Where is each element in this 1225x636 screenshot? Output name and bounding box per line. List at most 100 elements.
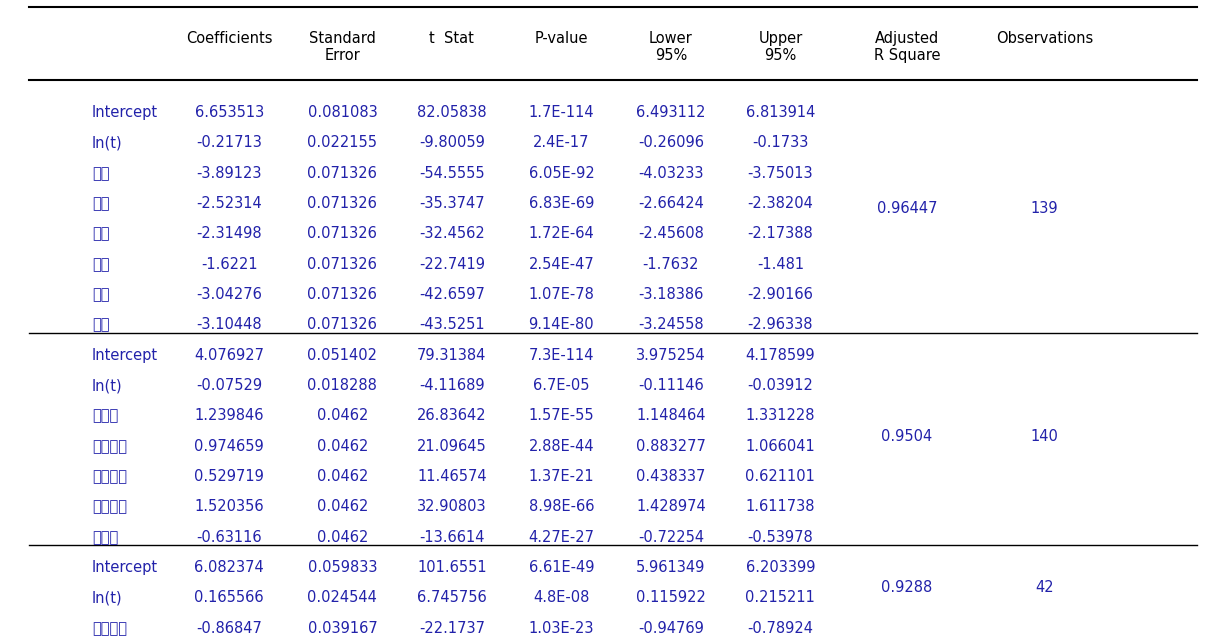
Text: 1.148464: 1.148464 — [636, 408, 706, 424]
Text: 1.72E-64: 1.72E-64 — [528, 226, 594, 242]
Text: 대전: 대전 — [92, 317, 109, 333]
Text: Intercept: Intercept — [92, 348, 158, 363]
Text: -1.6221: -1.6221 — [201, 257, 257, 272]
Text: 1.37E-21: 1.37E-21 — [528, 469, 594, 484]
Text: 4.8E-08: 4.8E-08 — [533, 590, 589, 605]
Text: 5.961349: 5.961349 — [636, 560, 706, 575]
Text: -22.7419: -22.7419 — [419, 257, 485, 272]
Text: -0.07529: -0.07529 — [196, 378, 262, 393]
Text: 1.7E-114: 1.7E-114 — [528, 105, 594, 120]
Text: 1.520356: 1.520356 — [195, 499, 265, 515]
Text: -3.75013: -3.75013 — [747, 166, 813, 181]
Text: -13.6614: -13.6614 — [419, 530, 485, 544]
Text: -1.7632: -1.7632 — [643, 257, 699, 272]
Text: 전라북도: 전라북도 — [92, 469, 126, 484]
Text: -2.52314: -2.52314 — [196, 196, 262, 211]
Text: 11.46574: 11.46574 — [417, 469, 486, 484]
Text: -32.4562: -32.4562 — [419, 226, 485, 242]
Text: 0.438337: 0.438337 — [636, 469, 706, 484]
Text: -2.31498: -2.31498 — [196, 226, 262, 242]
Text: 0.071326: 0.071326 — [307, 196, 377, 211]
Text: 0.081083: 0.081083 — [307, 105, 377, 120]
Text: ln(t): ln(t) — [92, 378, 123, 393]
Text: -2.90166: -2.90166 — [747, 287, 813, 302]
Text: 0.529719: 0.529719 — [195, 469, 265, 484]
Text: 제주도: 제주도 — [92, 530, 118, 544]
Text: -1.481: -1.481 — [757, 257, 804, 272]
Text: -0.72254: -0.72254 — [638, 530, 704, 544]
Text: t  Stat: t Stat — [430, 31, 474, 46]
Text: 0.883277: 0.883277 — [636, 439, 706, 453]
Text: -0.94769: -0.94769 — [638, 621, 704, 636]
Text: 충청북도: 충청북도 — [92, 439, 126, 453]
Text: Coefficients: Coefficients — [186, 31, 272, 46]
Text: 0.022155: 0.022155 — [307, 135, 377, 151]
Text: 1.03E-23: 1.03E-23 — [529, 621, 594, 636]
Text: 6.61E-49: 6.61E-49 — [529, 560, 594, 575]
Text: 82.05838: 82.05838 — [417, 105, 486, 120]
Text: 4.076927: 4.076927 — [195, 348, 265, 363]
Text: 0.071326: 0.071326 — [307, 287, 377, 302]
Text: 6.813914: 6.813914 — [746, 105, 815, 120]
Text: 0.974659: 0.974659 — [195, 439, 265, 453]
Text: 0.115922: 0.115922 — [636, 590, 706, 605]
Text: 0.9288: 0.9288 — [881, 581, 932, 595]
Text: -2.17388: -2.17388 — [747, 226, 813, 242]
Text: 경상북도: 경상북도 — [92, 499, 126, 515]
Text: -2.66424: -2.66424 — [638, 196, 704, 211]
Text: 42: 42 — [1035, 581, 1054, 595]
Text: -0.03912: -0.03912 — [747, 378, 813, 393]
Text: 0.215211: 0.215211 — [746, 590, 816, 605]
Text: 0.071326: 0.071326 — [307, 317, 377, 333]
Text: 26.83642: 26.83642 — [417, 408, 486, 424]
Text: 3.975254: 3.975254 — [636, 348, 706, 363]
Text: 2.4E-17: 2.4E-17 — [533, 135, 589, 151]
Text: -3.04276: -3.04276 — [196, 287, 262, 302]
Text: 서울: 서울 — [92, 166, 109, 181]
Text: 1.239846: 1.239846 — [195, 408, 265, 424]
Text: Adjusted
R Square: Adjusted R Square — [873, 31, 940, 64]
Text: -0.78924: -0.78924 — [747, 621, 813, 636]
Text: -0.1733: -0.1733 — [752, 135, 808, 151]
Text: -3.10448: -3.10448 — [196, 317, 262, 333]
Text: 0.621101: 0.621101 — [746, 469, 816, 484]
Text: 강원도: 강원도 — [92, 408, 118, 424]
Text: -22.1737: -22.1737 — [419, 621, 485, 636]
Text: -3.89123: -3.89123 — [196, 166, 262, 181]
Text: 21.09645: 21.09645 — [417, 439, 486, 453]
Text: -54.5555: -54.5555 — [419, 166, 485, 181]
Text: -0.26096: -0.26096 — [638, 135, 704, 151]
Text: 6.7E-05: 6.7E-05 — [533, 378, 589, 393]
Text: 101.6551: 101.6551 — [417, 560, 486, 575]
Text: 6.745756: 6.745756 — [417, 590, 486, 605]
Text: 0.0462: 0.0462 — [317, 439, 368, 453]
Text: 6.653513: 6.653513 — [195, 105, 263, 120]
Text: 2.54E-47: 2.54E-47 — [528, 257, 594, 272]
Text: -0.11146: -0.11146 — [638, 378, 704, 393]
Text: Upper
95%: Upper 95% — [758, 31, 802, 64]
Text: Intercept: Intercept — [92, 105, 158, 120]
Text: -3.24558: -3.24558 — [638, 317, 703, 333]
Text: Observations: Observations — [996, 31, 1093, 46]
Text: 6.082374: 6.082374 — [195, 560, 265, 575]
Text: P-value: P-value — [534, 31, 588, 46]
Text: ln(t): ln(t) — [92, 135, 123, 151]
Text: -0.63116: -0.63116 — [196, 530, 262, 544]
Text: Lower
95%: Lower 95% — [649, 31, 693, 64]
Text: -4.11689: -4.11689 — [419, 378, 485, 393]
Text: 1.066041: 1.066041 — [746, 439, 816, 453]
Text: 0.071326: 0.071326 — [307, 257, 377, 272]
Text: 0.165566: 0.165566 — [195, 590, 265, 605]
Text: 0.0462: 0.0462 — [317, 469, 368, 484]
Text: -35.3747: -35.3747 — [419, 196, 485, 211]
Text: 0.039167: 0.039167 — [307, 621, 377, 636]
Text: -43.5251: -43.5251 — [419, 317, 485, 333]
Text: 1.428974: 1.428974 — [636, 499, 706, 515]
Text: 0.96447: 0.96447 — [877, 202, 937, 216]
Text: 1.611738: 1.611738 — [746, 499, 815, 515]
Text: 충청남도: 충청남도 — [92, 621, 126, 636]
Text: 0.9504: 0.9504 — [881, 429, 932, 444]
Text: -9.80059: -9.80059 — [419, 135, 485, 151]
Text: 139: 139 — [1030, 202, 1058, 216]
Text: -0.86847: -0.86847 — [196, 621, 262, 636]
